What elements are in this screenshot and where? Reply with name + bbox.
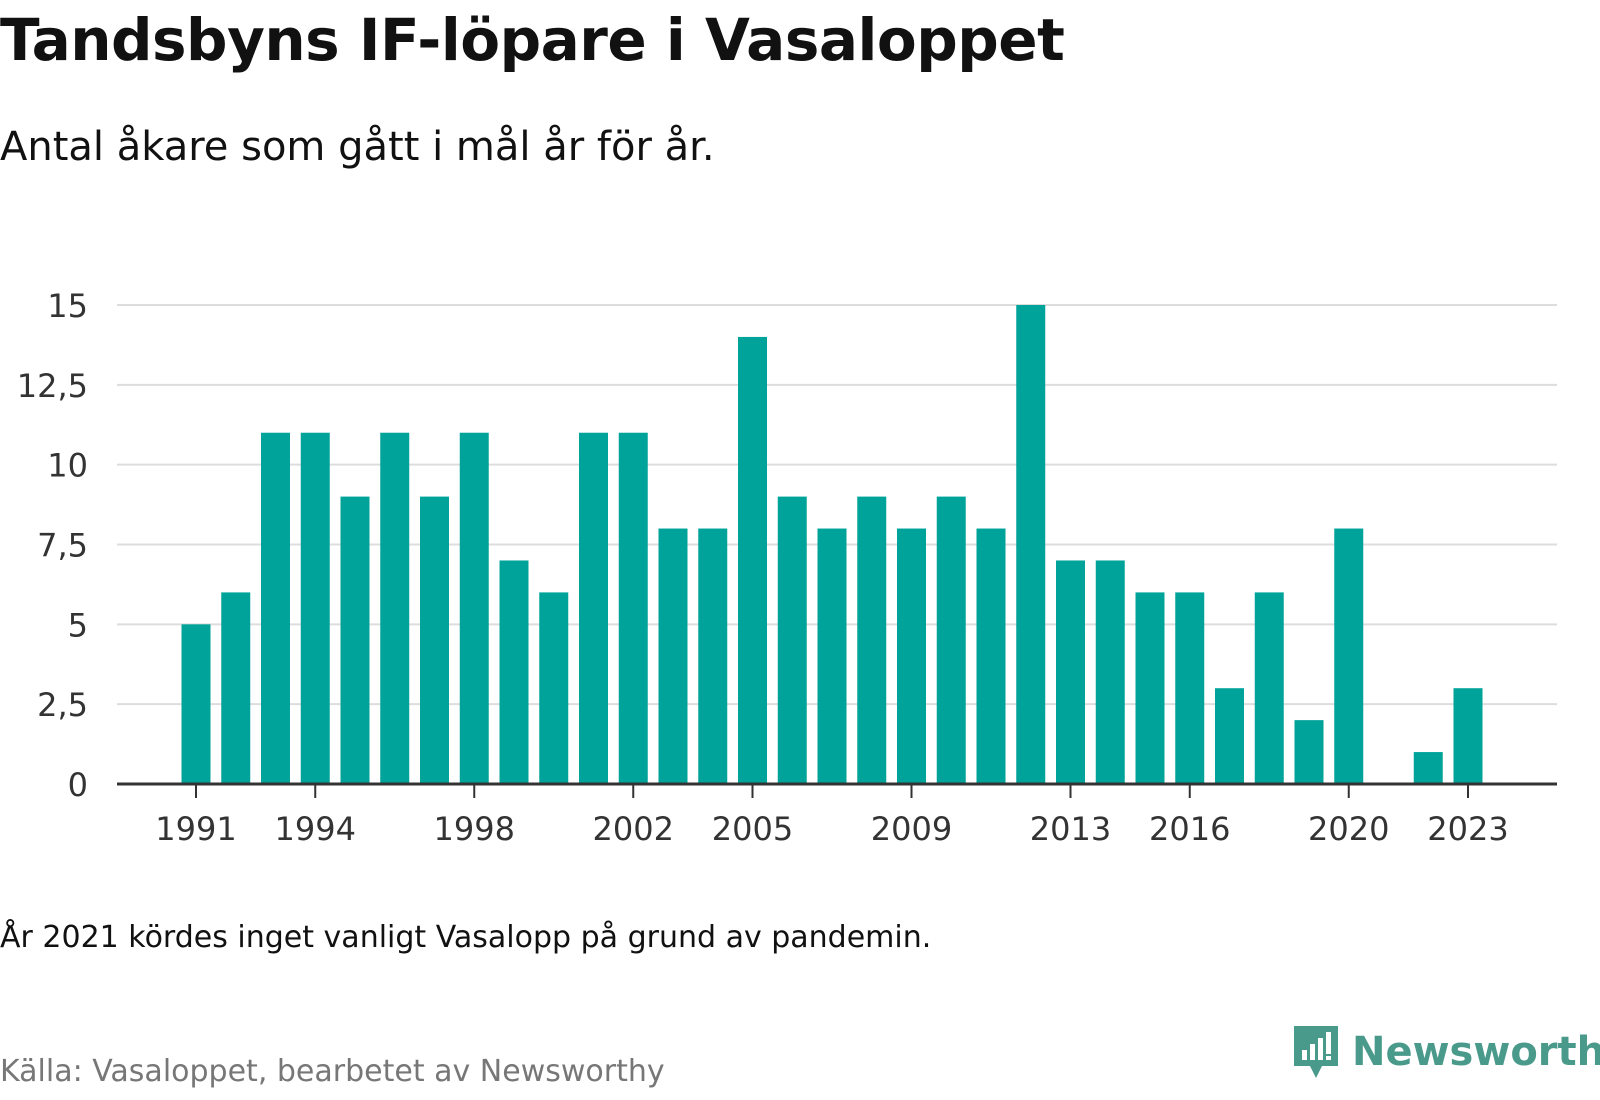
bar-2011 (976, 528, 1006, 784)
bar-2020 (1334, 528, 1364, 784)
bar-2008 (857, 496, 887, 784)
bar-chart: 0 2,5 5 7,5 10 12,5 15 1991 1994 1998 2002 2005 200… (17, 287, 1557, 848)
bar-2010 (936, 496, 966, 784)
bar-2017 (1215, 688, 1244, 784)
bar-2014 (1095, 560, 1125, 784)
bar-2002 (618, 432, 648, 784)
bar-1996 (380, 432, 410, 784)
bar-1999 (499, 560, 529, 784)
bar-2004 (698, 528, 728, 784)
bar-1993 (261, 432, 290, 784)
newsworthy-logo-text: Newsworthy (1352, 1029, 1600, 1075)
y-tick-label: 15 (47, 287, 88, 325)
bar-2022 (1413, 752, 1443, 784)
bar-1995 (340, 496, 370, 784)
newsworthy-logo: Newsworthy (1290, 1022, 1600, 1082)
y-axis-ticks: 0 2,5 5 7,5 10 12,5 15 (17, 287, 88, 804)
y-tick-label: 5 (68, 606, 88, 644)
bar-2013 (1056, 560, 1085, 784)
newsworthy-logo-icon (1294, 1026, 1338, 1078)
y-tick-label: 2,5 (37, 686, 88, 724)
bar-1997 (420, 496, 449, 784)
bar-2012 (1016, 305, 1046, 784)
bar-2003 (658, 528, 688, 784)
y-tick-label: 7,5 (37, 527, 88, 565)
x-tick-label: 2009 (871, 810, 952, 848)
bar-2023 (1453, 688, 1483, 784)
bar-2018 (1254, 592, 1284, 784)
x-tick-label: 1994 (275, 810, 356, 848)
bar-1992 (221, 592, 251, 784)
x-tick-label: 2016 (1149, 810, 1230, 848)
x-tick-label: 2023 (1427, 810, 1508, 848)
bar-1991 (181, 624, 211, 784)
bar-2005 (738, 336, 767, 784)
y-tick-label: 12,5 (17, 367, 88, 405)
x-tick-label: 2013 (1030, 810, 1111, 848)
chart-title: Tandsbyns IF-löpare i Vasaloppet (0, 6, 1065, 74)
x-tick-label: 2002 (593, 810, 674, 848)
source-label: Källa: Vasaloppet, bearbetet av Newswort… (0, 1054, 665, 1089)
bar-1994 (300, 432, 330, 784)
bar-2016 (1175, 592, 1205, 784)
bar-2015 (1135, 592, 1165, 784)
bar-2019 (1294, 720, 1324, 784)
bars (181, 305, 1483, 784)
bar-2007 (817, 528, 847, 784)
x-tick-label: 2020 (1308, 810, 1389, 848)
x-tick-label: 2005 (712, 810, 793, 848)
bar-1998 (459, 432, 489, 784)
chart-subtitle: Antal åkare som gått i mål år för år. (0, 124, 715, 170)
bar-2006 (777, 496, 807, 784)
x-tick-label: 1991 (155, 810, 236, 848)
footnote: År 2021 kördes inget vanligt Vasalopp på… (0, 920, 932, 955)
bar-2000 (539, 592, 569, 784)
bar-2001 (579, 432, 608, 784)
x-tick-label: 1998 (434, 810, 515, 848)
x-axis-ticks: 1991 1994 1998 2002 2005 2009 2013 2016 2020 2023 (155, 784, 1509, 848)
y-tick-label: 0 (68, 766, 88, 804)
y-tick-label: 10 (47, 447, 88, 485)
bar-2009 (897, 528, 926, 784)
